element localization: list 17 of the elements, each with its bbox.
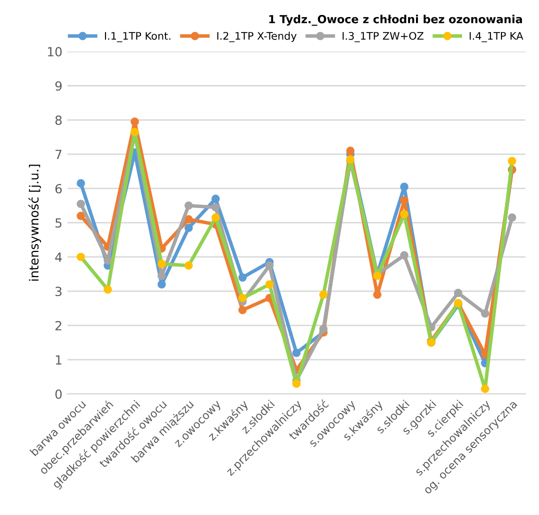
y-tick-label: 1 <box>56 355 62 364</box>
y-tick-label: 8 <box>55 115 62 125</box>
y-tick-label: 4 <box>55 252 62 262</box>
y-tick-label: 9 <box>55 81 62 91</box>
legend-label: I.1_1TP Kont. <box>104 32 170 42</box>
y-tick-label: 6 <box>55 184 62 194</box>
legend-label: I.2_1TP X-Tendy <box>217 32 297 42</box>
y-tick-label: 10 <box>48 46 62 56</box>
y-tick-label: 3 <box>56 286 62 296</box>
y-tick-label: 0 <box>55 389 62 399</box>
y-tick-label: 5 <box>56 218 62 228</box>
y-tick-label: 2 <box>55 320 62 330</box>
legend-label: I.3_1TP ZW+OZ <box>342 32 424 42</box>
y-tick-label: 7 <box>56 150 62 159</box>
y-axis-title: intensywność [j.u.] <box>28 164 42 281</box>
chart-title: 1 Tydz._Owoce z chłodni bez ozonowania <box>269 14 522 26</box>
legend-label: I.4_1TP KA <box>470 32 524 42</box>
